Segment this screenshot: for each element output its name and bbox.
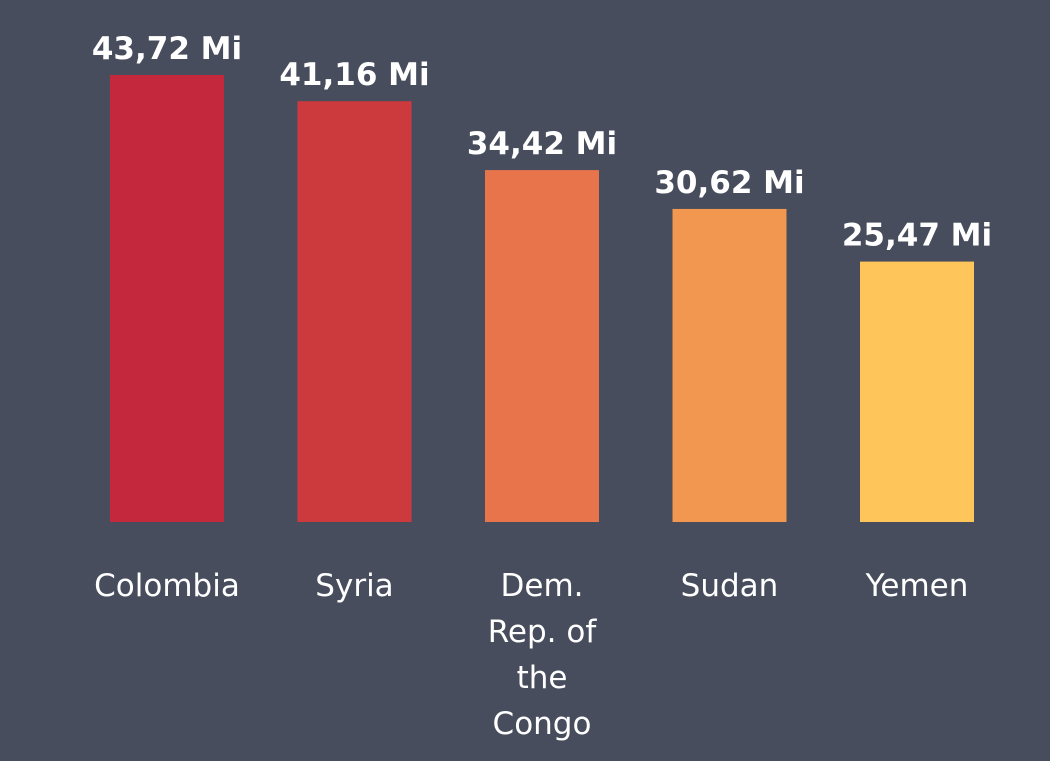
category-label: Yemen: [865, 568, 969, 604]
bar-sudan: [672, 208, 787, 523]
bar-dem-rep-of-the-congo: [485, 170, 599, 522]
value-label: 41,16 Mi: [279, 57, 429, 93]
category-label-line: Rep. of: [488, 614, 598, 650]
category-label-line: Syria: [315, 568, 393, 604]
category-label: Colombia: [94, 568, 240, 604]
category-label: Sudan: [681, 568, 779, 604]
category-label: Dem. Rep. of the Congo: [488, 568, 598, 742]
category-label: Syria: [315, 568, 393, 604]
category-label-line: Dem.: [501, 568, 584, 604]
value-labels-group: 43,72 Mi 41,16 Mi 34,42 Mi 30,62 Mi 25,47 Mi: [92, 31, 992, 254]
category-label-line: the: [517, 660, 568, 696]
category-label-line: Congo: [493, 706, 592, 742]
category-label-line: Yemen: [865, 568, 969, 604]
bar-yemen: [860, 261, 974, 522]
category-labels-group: Colombia Syria Dem. Rep. of the Congo Sudan Yem…: [94, 568, 968, 742]
value-label: 34,42 Mi: [467, 126, 617, 162]
value-label: 30,62 Mi: [654, 165, 804, 201]
value-label: 43,72 Mi: [92, 31, 242, 67]
bar-colombia: [110, 75, 224, 522]
bars-group: [110, 75, 974, 523]
category-label-line: Sudan: [681, 568, 779, 604]
bar-syria: [297, 101, 412, 523]
category-label-line: Colombia: [94, 568, 240, 604]
value-label: 25,47 Mi: [842, 218, 992, 254]
